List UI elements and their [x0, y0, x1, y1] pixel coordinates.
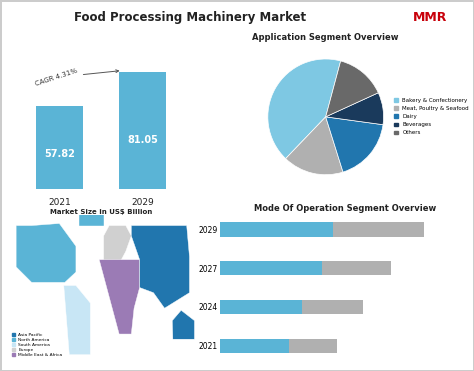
Polygon shape: [172, 310, 194, 339]
Text: 57.82: 57.82: [44, 149, 75, 159]
Text: Food Processing Machinery Market: Food Processing Machinery Market: [73, 11, 306, 24]
Bar: [302, 300, 363, 314]
Wedge shape: [268, 59, 341, 159]
Wedge shape: [286, 117, 343, 175]
Title: Mode Of Operation Segment Overview: Mode Of Operation Segment Overview: [254, 204, 436, 213]
Bar: [220, 261, 322, 276]
Polygon shape: [99, 260, 140, 334]
Polygon shape: [131, 226, 190, 308]
Title: Application Segment Overview: Application Segment Overview: [253, 33, 399, 42]
Bar: [220, 300, 302, 314]
Bar: [220, 222, 333, 237]
Bar: [290, 338, 337, 353]
Text: 81.05: 81.05: [127, 135, 158, 145]
Bar: [36, 105, 82, 189]
Text: MMR: MMR: [412, 11, 447, 24]
Polygon shape: [104, 226, 131, 262]
Text: 2029: 2029: [131, 198, 154, 207]
Polygon shape: [79, 212, 104, 226]
Bar: [220, 338, 290, 353]
Legend: Asia Pacific, North America, South America, Europe, Middle East & Africa: Asia Pacific, North America, South Ameri…: [12, 332, 63, 358]
Bar: [119, 72, 165, 189]
Polygon shape: [16, 223, 76, 282]
Bar: [322, 261, 391, 276]
Text: 2021: 2021: [48, 198, 71, 207]
Text: CAGR 4.31%: CAGR 4.31%: [34, 68, 118, 87]
Text: Market Size in US$ Billion: Market Size in US$ Billion: [50, 209, 152, 216]
Wedge shape: [326, 61, 378, 117]
Legend: Bakery & Confectionery, Meat, Poultry & Seafood, Dairy, Beverages, Others: Bakery & Confectionery, Meat, Poultry & …: [393, 98, 470, 136]
Wedge shape: [326, 93, 383, 125]
Wedge shape: [326, 117, 383, 172]
Polygon shape: [64, 285, 91, 355]
Bar: [333, 222, 424, 237]
